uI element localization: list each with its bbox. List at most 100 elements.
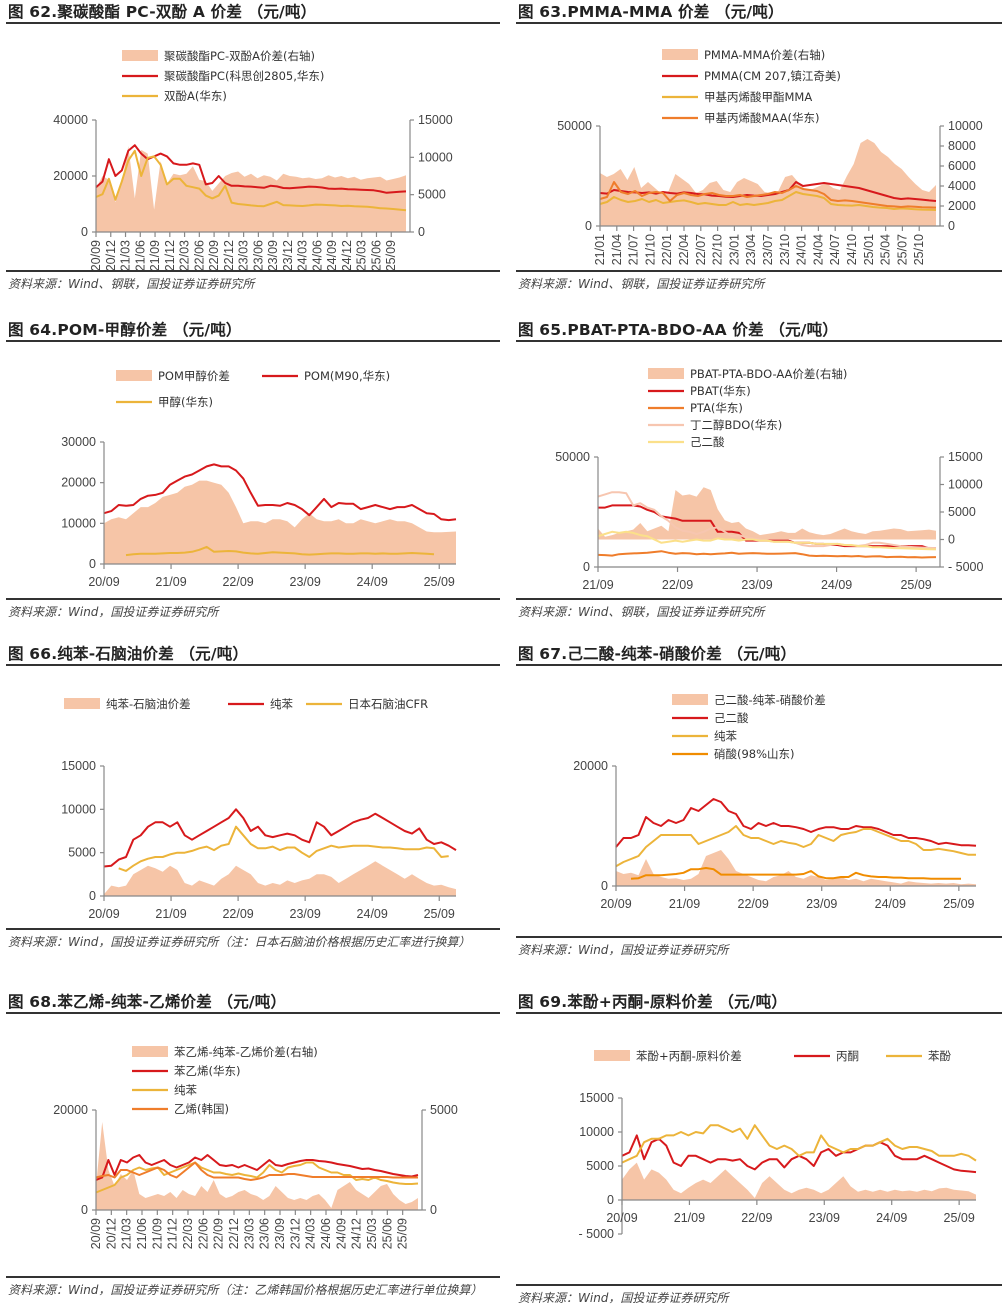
x-tick-label: 24/09: [325, 240, 339, 270]
y-tick-label-left: 10000: [61, 516, 96, 530]
x-tick-label: 22/09: [662, 578, 693, 592]
chart-source: 资料来源：Wind，国投证券证券研究所（注：日本石脑油价格根据历史汇率进行换算）: [6, 928, 500, 951]
chart-panel-fig66: 图 66.纯苯-石脑油价差 （元/吨） 0 5000 10000 15000 20/09…: [6, 642, 500, 951]
x-tick-label: 24/01: [795, 234, 809, 265]
x-tick-label: 23/12: [288, 1218, 302, 1249]
x-tick-label: 20/09: [88, 575, 119, 589]
x-tick-label: 21/09: [150, 1218, 164, 1249]
chart-fig69: - 5000 0 5000 10000 15000 20/09 21/09 22/09 23/0…: [579, 1049, 977, 1241]
x-tick-label: 20/09: [89, 240, 103, 270]
legend-label: 苯乙烯-纯苯-乙烯价差(右轴): [174, 1045, 318, 1059]
legend-swatch-area: [116, 370, 152, 381]
x-tick-label: 23/09: [809, 1211, 840, 1225]
series-line-2: [599, 191, 937, 211]
y-tick-label-left: 10000: [61, 802, 96, 816]
chart-panel-fig65: 图 65.PBAT-PTA-BDO-AA 价差 （元/吨） 0 50000- 50…: [516, 318, 1002, 621]
x-tick-label: 22/09: [222, 575, 253, 589]
series-area-0: [600, 139, 936, 226]
y-tick-label-right: 0: [430, 1203, 437, 1217]
x-tick-label: 24/09: [875, 897, 906, 911]
series-line-2: [621, 1124, 977, 1164]
series-line-2: [125, 545, 435, 557]
legend-label: PMMA(CM 207,镇江奇美): [704, 69, 841, 83]
legend-label: POM甲醇价差: [158, 369, 230, 383]
legend-swatch-area: [64, 698, 100, 709]
legend-label: 日本石脑油CFR: [348, 697, 428, 711]
y-tick-label-left: 0: [81, 1203, 88, 1217]
y-tick-label-left: 5000: [68, 846, 96, 860]
x-tick-label: 20/12: [104, 1218, 118, 1249]
x-tick-label: 22/06: [196, 1218, 210, 1249]
x-tick-label: 25/03: [365, 1218, 379, 1249]
x-tick-label: 23/09: [273, 1218, 287, 1249]
legend-swatch-area: [132, 1046, 168, 1057]
y-tick-label-left: 0: [601, 879, 608, 893]
chart-source: 资料来源：Wind，国投证券证券研究所（注：乙烯韩国价格根据历史汇率进行单位换算…: [6, 1276, 500, 1299]
series-line-2: [597, 550, 937, 559]
series-area-0: [104, 861, 456, 896]
x-tick-label: 21/12: [163, 240, 177, 270]
series-area-0: [622, 1162, 976, 1200]
x-tick-label: 22/06: [192, 240, 206, 270]
chart-fig64: 0 10000 20000 30000 20/09 21/09 22/09 23/09 24/0…: [61, 369, 457, 589]
x-tick-label: 24/09: [357, 907, 388, 921]
chart-title: 图 62.聚碳酸酯 PC-双酚 A 价差 （元/吨）: [6, 0, 500, 24]
series-line-3: [630, 867, 961, 880]
legend-label: PTA(华东): [690, 401, 743, 415]
x-tick-label: 25/06: [369, 240, 383, 270]
series-line-1: [103, 463, 457, 522]
legend-label: 纯苯: [270, 697, 293, 711]
chart-source: 资料来源：Wind，国投证券证券研究所: [6, 598, 500, 621]
x-tick-label: 25/09: [900, 578, 931, 592]
series-line-1: [103, 808, 457, 868]
chart-panel-fig68: 图 68.苯乙烯-纯苯-乙烯价差 （元/吨） 0 20000 0 5000 20/09 2…: [6, 990, 500, 1299]
y-tick-label-right: 4000: [948, 179, 976, 193]
legend-label: 甲基丙烯酸MAA(华东): [704, 111, 819, 125]
x-tick-label: 21/03: [120, 1218, 134, 1249]
x-tick-label: 25/01: [862, 234, 876, 265]
chart-fig65: 0 50000 - 5000 0 5000 10000 15000 21/09 22/09 23/…: [555, 367, 983, 592]
x-tick-label: 24/09: [821, 578, 852, 592]
y-tick-label-right: 2000: [948, 199, 976, 213]
x-tick-label: 24/03: [296, 240, 310, 270]
x-tick-label: 22/09: [738, 897, 769, 911]
legend-label: 双酚A(华东): [164, 89, 227, 103]
legend-swatch-area: [672, 694, 708, 705]
x-tick-label: 25/04: [879, 234, 893, 265]
x-tick-label: 22/09: [222, 907, 253, 921]
x-tick-label: 25/09: [943, 897, 974, 911]
chart-source: 资料来源：Wind、钢联，国投证券证券研究所: [516, 270, 1002, 293]
x-tick-label: 21/09: [155, 575, 186, 589]
x-tick-label: 23/06: [251, 240, 265, 270]
y-tick-label-right: 10000: [948, 119, 983, 133]
y-tick-label-left: 0: [585, 219, 592, 233]
x-tick-label: 22/09: [207, 240, 221, 270]
y-tick-label-left: 30000: [61, 435, 96, 449]
chart-fig66: 0 5000 10000 15000 20/09 21/09 22/09 23/09 24/09…: [61, 697, 457, 921]
x-tick-label: 22/04: [677, 234, 691, 265]
legend-label: 乙烯(韩国): [174, 1102, 229, 1116]
series-line-1: [598, 504, 936, 550]
legend-swatch-area: [662, 49, 698, 60]
x-tick-label: 24/12: [350, 1218, 364, 1249]
chart-title: 图 66.纯苯-石脑油价差 （元/吨）: [6, 642, 500, 666]
chart-title: 图 63.PMMA-MMA 价差 （元/吨）: [516, 0, 1002, 24]
legend-label: 聚碳酸酯PC(科思创2805,华东): [164, 69, 324, 83]
series-line-2: [118, 825, 449, 872]
y-tick-label-right: 5000: [418, 188, 446, 202]
legend-swatch-area: [648, 368, 684, 379]
y-tick-label-right: 0: [948, 533, 955, 547]
series-area-0: [598, 487, 936, 540]
series-area-0: [104, 480, 456, 564]
x-tick-label: 21/09: [674, 1211, 705, 1225]
y-tick-label-left: 15000: [579, 1091, 614, 1105]
y-tick-label-left: 5000: [586, 1159, 614, 1173]
x-tick-label: 21/10: [643, 234, 657, 265]
x-tick-label: 22/03: [181, 1218, 195, 1249]
x-tick-label: 22/01: [660, 234, 674, 265]
y-tick-label-left: 20000: [573, 759, 608, 773]
y-tick-label-left: 50000: [555, 450, 590, 464]
y-tick-label-left: 15000: [61, 759, 96, 773]
chart-panel-fig69: 图 69.苯酚+丙酮-原料价差 （元/吨） - 5000 0 5000 10000 15…: [516, 990, 1002, 1307]
y-tick-label-left: 50000: [557, 119, 592, 133]
